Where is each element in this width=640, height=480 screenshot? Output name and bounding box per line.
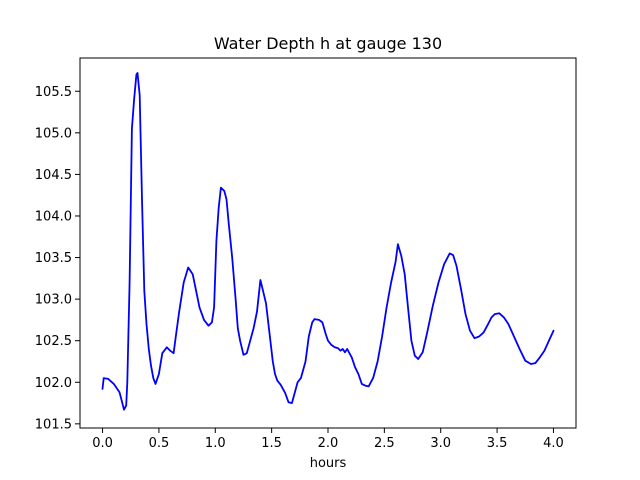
series-line	[101, 72, 555, 411]
x-axis-label: hours	[310, 456, 347, 471]
y-axis: 101.5 102.0 102.5 103.0 103.5 104.0 104.5 105.0…	[35, 85, 80, 432]
chart-title: Water Depth h at gauge 130	[214, 34, 442, 53]
y-tick-label: 105.5	[35, 85, 72, 100]
x-tick-label: 2.0	[318, 436, 339, 451]
y-tick-label: 102.0	[35, 376, 72, 391]
x-tick-label: 3.5	[487, 436, 508, 451]
x-tick-label: 1.0	[205, 436, 226, 451]
x-tick-label: 3.0	[430, 436, 451, 451]
x-tick-label: 0.0	[92, 436, 113, 451]
x-tick-label: 2.5	[374, 436, 395, 451]
series-layer	[101, 72, 555, 411]
y-tick-label: 101.5	[35, 417, 72, 432]
y-tick-label: 105.0	[35, 126, 72, 141]
y-tick-label: 103.0	[35, 293, 72, 308]
y-tick-label: 102.5	[35, 334, 72, 349]
x-tick-label: 1.5	[261, 436, 282, 451]
axes-frame	[79, 57, 577, 429]
y-tick-label: 104.0	[35, 209, 72, 224]
y-tick-label: 104.5	[35, 168, 72, 183]
x-axis: 0.0 0.5 1.0 1.5 2.0 2.5 3.0 3.5 4.0	[92, 428, 564, 451]
x-tick-label: 4.0	[543, 436, 564, 451]
plot-area: 0.0 0.5 1.0 1.5 2.0 2.5 3.0 3.5 4.0 101.5102.010…	[35, 57, 577, 451]
x-tick-label: 0.5	[149, 436, 170, 451]
y-tick-label: 103.5	[35, 251, 72, 266]
